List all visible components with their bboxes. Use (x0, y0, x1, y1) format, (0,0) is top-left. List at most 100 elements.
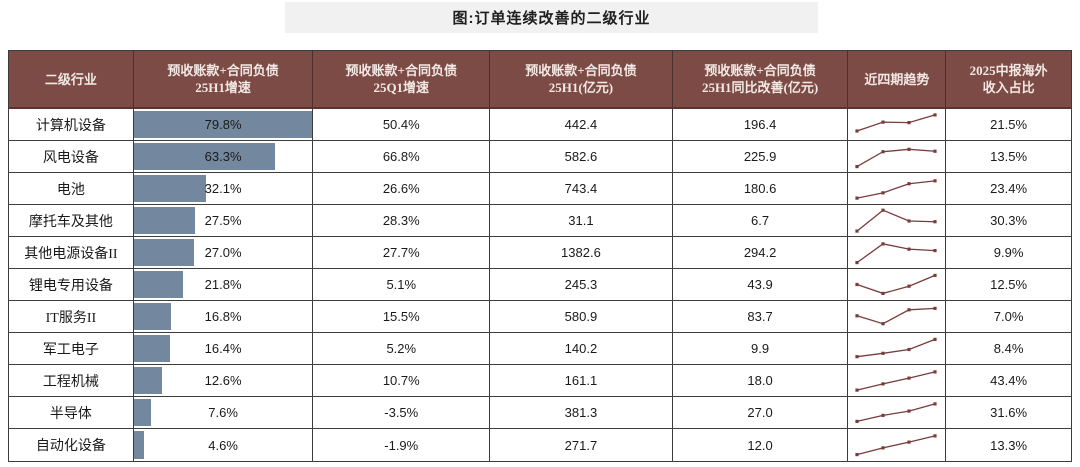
h1-growth-bar-cell: 16.8% (133, 301, 314, 332)
table-header-row: 二级行业 预收账款+合同负债 25H1增速 预收账款+合同负债 25Q1增速 预收账款+合… (9, 51, 1071, 109)
overseas-share-value: 31.6% (990, 405, 1028, 420)
table-row: 其他电源设备II 27.0% 27.7% 1382.6 294.2 9.9% (9, 237, 1071, 269)
q1-growth-value: -3.5% (313, 397, 491, 428)
h1-growth-bar (133, 367, 162, 394)
industry-name: 计算机设备 (9, 109, 134, 140)
h1-growth-bar (133, 239, 195, 266)
h1-growth-bar-cell: 21.8% (133, 269, 314, 300)
trend-sparkline (848, 397, 947, 428)
trend-sparkline (848, 333, 947, 364)
improvement-value: 12.0 (673, 429, 849, 461)
table-row: 计算机设备 79.8% 50.4% 442.4 196.4 21.5% (9, 109, 1071, 141)
overseas-share-value: 12.5% (990, 277, 1028, 292)
table-row: 自动化设备 4.6% -1.9% 271.7 12.0 13.3% (9, 429, 1071, 461)
h1-amount-value: 31.1 (490, 205, 673, 236)
h1-growth-bar (133, 303, 172, 330)
h1-growth-bar-cell: 4.6% (133, 429, 314, 461)
h1-amount-value: 381.3 (490, 397, 673, 428)
h1-growth-bar (133, 143, 276, 170)
h1-growth-label: 63.3% (204, 149, 242, 164)
h1-growth-bar (133, 271, 183, 298)
improvement-value: 9.9 (673, 333, 849, 364)
overseas-share-value: 43.4% (990, 373, 1028, 388)
trend-sparkline (848, 141, 947, 172)
improvement-value: 18.0 (673, 365, 849, 396)
column-header-4: 预收账款+合同负债 25H1同比改善(亿元) (673, 51, 849, 107)
q1-growth-value: 27.7% (313, 237, 491, 268)
column-header-1: 预收账款+合同负债 25H1增速 (134, 51, 314, 107)
improvement-value: 27.0 (673, 397, 849, 428)
data-table: 二级行业 预收账款+合同负债 25H1增速 预收账款+合同负债 25Q1增速 预收账款+合… (8, 50, 1072, 462)
h1-amount-value: 271.7 (490, 429, 673, 461)
h1-amount-value: 442.4 (490, 109, 673, 140)
q1-growth-value: 15.5% (313, 301, 491, 332)
trend-sparkline (848, 429, 947, 461)
table-row: 锂电专用设备 21.8% 5.1% 245.3 43.9 12.5% (9, 269, 1071, 301)
h1-amount-value: 1382.6 (490, 237, 673, 268)
h1-amount-value: 743.4 (490, 173, 673, 204)
overseas-share-value: 7.0% (993, 309, 1024, 324)
table-row: 半导体 7.6% -3.5% 381.3 27.0 31.6% (9, 397, 1071, 429)
h1-growth-label: 16.4% (204, 341, 242, 356)
h1-growth-label: 79.8% (204, 117, 242, 132)
industry-name: IT服务II (9, 301, 134, 332)
column-header-2: 预收账款+合同负债 25Q1增速 (313, 51, 491, 107)
trend-sparkline (848, 205, 947, 236)
h1-growth-bar-cell: 12.6% (133, 365, 314, 396)
q1-growth-value: 5.2% (313, 333, 491, 364)
h1-amount-value: 140.2 (490, 333, 673, 364)
h1-growth-bar (133, 175, 206, 202)
q1-growth-value: 26.6% (313, 173, 491, 204)
h1-growth-bar-cell: 7.6% (133, 397, 314, 428)
table-body: 计算机设备 79.8% 50.4% 442.4 196.4 21.5% 风电设备… (9, 109, 1071, 461)
improvement-value: 43.9 (673, 269, 849, 300)
improvement-value: 6.7 (673, 205, 849, 236)
h1-amount-value: 580.9 (490, 301, 673, 332)
industry-name: 电池 (9, 173, 134, 204)
q1-growth-value: 10.7% (313, 365, 491, 396)
overseas-share-value: 21.5% (990, 117, 1028, 132)
q1-growth-value: 28.3% (313, 205, 491, 236)
h1-amount-value: 582.6 (490, 141, 673, 172)
table-row: 工程机械 12.6% 10.7% 161.1 18.0 43.4% (9, 365, 1071, 397)
improvement-value: 180.6 (673, 173, 849, 204)
figure-title: 图:订单连续改善的二级行业 (452, 10, 651, 27)
h1-growth-label: 21.8% (204, 277, 242, 292)
column-header-5: 近四期趋势 (848, 51, 947, 107)
h1-growth-bar-cell: 63.3% (133, 141, 314, 172)
improvement-value: 83.7 (673, 301, 849, 332)
overseas-share-value: 8.4% (993, 341, 1024, 356)
h1-growth-bar (133, 335, 171, 362)
h1-growth-label: 27.5% (204, 213, 242, 228)
h1-growth-label: 4.6% (208, 437, 238, 453)
trend-sparkline (848, 109, 947, 140)
column-header-3: 预收账款+合同负债 25H1(亿元) (490, 51, 673, 107)
h1-amount-value: 245.3 (490, 269, 673, 300)
industry-name: 半导体 (9, 397, 134, 428)
q1-growth-value: 50.4% (313, 109, 491, 140)
h1-growth-label: 27.0% (204, 245, 242, 260)
industry-name: 工程机械 (9, 365, 134, 396)
trend-sparkline (848, 237, 947, 268)
trend-sparkline (848, 173, 947, 204)
overseas-share-value: 13.3% (990, 437, 1028, 453)
industry-name: 摩托车及其他 (9, 205, 134, 236)
h1-growth-label: 16.8% (204, 309, 242, 324)
q1-growth-value: 66.8% (313, 141, 491, 172)
overseas-share-value: 23.4% (990, 181, 1028, 196)
table-row: 摩托车及其他 27.5% 28.3% 31.1 6.7 30.3% (9, 205, 1071, 237)
h1-amount-value: 161.1 (490, 365, 673, 396)
h1-growth-bar (133, 207, 196, 234)
table-row: IT服务II 16.8% 15.5% 580.9 83.7 7.0% (9, 301, 1071, 333)
overseas-share-value: 13.5% (990, 149, 1028, 164)
h1-growth-bar (133, 111, 313, 138)
h1-growth-bar (133, 399, 151, 426)
table-row: 电池 32.1% 26.6% 743.4 180.6 23.4% (9, 173, 1071, 205)
h1-growth-label: 32.1% (204, 181, 242, 196)
h1-growth-bar-cell: 27.0% (133, 237, 314, 268)
table-row: 风电设备 63.3% 66.8% 582.6 225.9 13.5% (9, 141, 1071, 173)
industry-name: 自动化设备 (9, 429, 134, 461)
h1-growth-bar-cell: 79.8% (133, 109, 314, 140)
column-header-6: 2025中报海外 收入占比 (969, 63, 1048, 95)
